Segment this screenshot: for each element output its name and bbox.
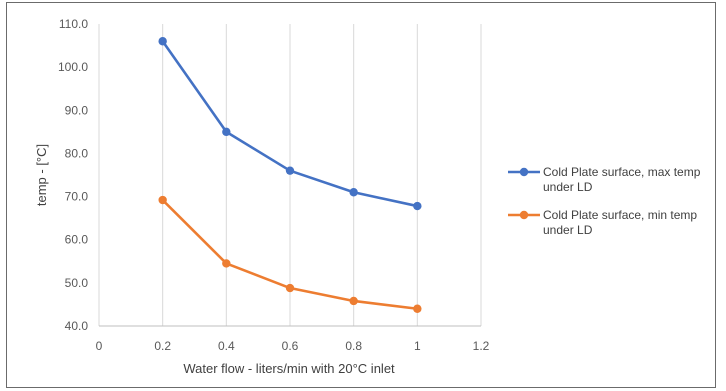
y-tick-label: 50.0	[65, 276, 89, 290]
data-point	[158, 195, 167, 205]
x-tick-label: 0.8	[345, 339, 362, 353]
x-axis-title: Water flow - liters/min with 20°C inlet	[183, 361, 395, 376]
x-tick-label: 1.2	[473, 339, 490, 353]
data-point	[349, 188, 358, 197]
x-tick-label: 0.6	[282, 339, 299, 353]
x-tick-label: 0.4	[218, 339, 235, 353]
y-axis-title: temp - [°C]	[34, 144, 49, 206]
legend-label-0: Cold Plate surface, max temp	[543, 165, 701, 179]
y-tick-label: 80.0	[65, 146, 89, 160]
legend-label-1: Cold Plate surface, min temp	[543, 208, 697, 222]
data-point	[285, 166, 295, 175]
y-tick-label: 100.0	[58, 60, 88, 74]
legend-label-1: under LD	[543, 223, 593, 237]
y-tick-label: 60.0	[65, 233, 89, 247]
y-tick-label: 90.0	[65, 103, 89, 117]
y-tick-label: 70.0	[65, 190, 89, 204]
legend-label-0: under LD	[543, 180, 593, 194]
data-point	[285, 283, 295, 293]
x-tick-label: 0.2	[154, 339, 171, 353]
tick-labels: 0 0.2 0.4 0.6 0.8 1 1.2 40.0 50.0 60.0 70.0 80.0 90.…	[58, 17, 490, 353]
data-point	[158, 37, 167, 46]
data-point	[413, 201, 422, 211]
series-group	[158, 37, 422, 313]
legend-marker-1	[519, 210, 529, 220]
x-tick-label: 1	[414, 339, 421, 353]
data-point	[222, 127, 231, 137]
data-point	[222, 259, 231, 268]
y-tick-label: 40.0	[65, 319, 89, 333]
legend-marker-0	[519, 167, 529, 177]
x-tick-label: 0	[96, 339, 103, 353]
data-point	[413, 304, 422, 313]
gridlines	[98, 24, 482, 327]
data-point	[349, 296, 358, 306]
y-tick-label: 110.0	[59, 17, 88, 31]
